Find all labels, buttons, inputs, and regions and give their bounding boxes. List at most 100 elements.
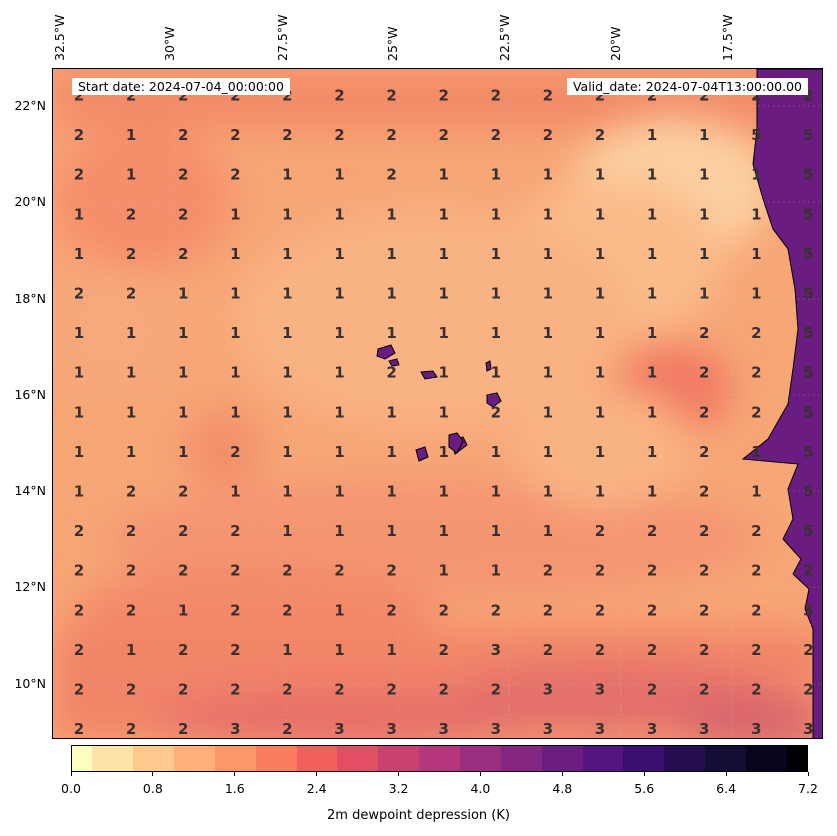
grid-value: 1 — [543, 324, 553, 342]
grid-value: 2 — [803, 87, 813, 105]
colorbar-cell — [357, 746, 379, 771]
lat-label-14n: 14°N — [14, 483, 46, 498]
grid-value: 3 — [230, 720, 240, 738]
grid-value: 1 — [438, 364, 448, 382]
grid-value: 1 — [491, 324, 501, 342]
grid-value: 3 — [595, 681, 605, 699]
colorbar-tick-label: 1.6 — [224, 781, 245, 796]
grid-value: 1 — [647, 483, 657, 501]
grid-value: 1 — [74, 443, 84, 461]
colorbar-cell — [72, 746, 93, 771]
grid-value: 1 — [230, 403, 240, 421]
grid-value: 2 — [126, 522, 136, 540]
colorbar-label: 2m dewpoint depression (K) — [327, 808, 510, 823]
grid-value: 2 — [386, 601, 396, 619]
grid-value: 2 — [126, 681, 136, 699]
grid-value: 2 — [74, 562, 84, 580]
grid-value: 2 — [751, 601, 761, 619]
grid-value: 2 — [126, 562, 136, 580]
colorbar-cell — [378, 746, 399, 771]
grid-value: 1 — [751, 443, 761, 461]
island-santiago — [448, 432, 464, 454]
grid-value: 1 — [282, 443, 292, 461]
grid-value: 2 — [126, 205, 136, 223]
grid-value: 3 — [438, 720, 448, 738]
grid-value: 3 — [595, 720, 605, 738]
grid-value: 1 — [126, 324, 136, 342]
colorbar-cell — [398, 746, 420, 771]
colorbar-tick — [807, 772, 809, 776]
grid-value: 2 — [386, 364, 396, 382]
grid-value: 1 — [647, 285, 657, 303]
grid-value: 2 — [751, 681, 761, 699]
grid-value: 1 — [438, 522, 448, 540]
africa-coast-land — [741, 69, 822, 738]
colorbar-cell — [664, 746, 685, 771]
grid-value: 1 — [334, 601, 344, 619]
colorbar-cell — [235, 746, 256, 771]
colorbar-cell — [133, 746, 154, 771]
grid-value: 1 — [543, 205, 553, 223]
colorbar-cell — [112, 746, 134, 771]
grid-value: 1 — [595, 324, 605, 342]
grid-value: 5 — [803, 364, 813, 382]
colorbar-cell — [419, 746, 440, 771]
lon-label-22-5w: 22.5°W — [497, 14, 512, 61]
grid-value: 1 — [543, 443, 553, 461]
grid-value: 1 — [386, 403, 396, 421]
grid-value: 1 — [282, 483, 292, 501]
island-santo-antao — [376, 344, 396, 360]
grid-value: 1 — [178, 324, 188, 342]
grid-value: 2 — [282, 720, 292, 738]
grid-value: 1 — [491, 205, 501, 223]
valid-date-label: Valid_date: 2024-07-04T13:00:00.00 — [566, 78, 808, 95]
grid-value: 2 — [74, 681, 84, 699]
grid-value: 1 — [282, 324, 292, 342]
grid-value: 2 — [751, 87, 761, 105]
grid-value: 1 — [595, 364, 605, 382]
colorbar-cell — [194, 746, 215, 771]
grid-value: 1 — [491, 522, 501, 540]
grid-value: 1 — [74, 403, 84, 421]
grid-value: 1 — [126, 364, 136, 382]
grid-value: 1 — [74, 245, 84, 263]
grid-value: 5 — [803, 522, 813, 540]
grid-value: 2 — [230, 681, 240, 699]
grid-value: 2 — [178, 681, 188, 699]
grid-value: 2 — [126, 285, 136, 303]
grid-value: 3 — [491, 641, 501, 659]
grid-value: 1 — [334, 641, 344, 659]
grid-value: 2 — [647, 641, 657, 659]
grid-value: 2 — [386, 681, 396, 699]
colorbar-tick — [398, 772, 400, 776]
grid-value: 2 — [595, 522, 605, 540]
grid-value: 1 — [438, 245, 448, 263]
grid-value: 2 — [334, 681, 344, 699]
grid-value: 1 — [74, 324, 84, 342]
lon-label-30w: 30°W — [162, 26, 177, 61]
lon-label-17-5w: 17.5°W — [720, 14, 735, 61]
grid-value: 1 — [647, 403, 657, 421]
grid-value: 1 — [438, 562, 448, 580]
colorbar-tick-label: 0.0 — [61, 781, 81, 796]
grid-value: 3 — [647, 720, 657, 738]
grid-value: 1 — [178, 364, 188, 382]
grid-value: 1 — [438, 324, 448, 342]
grid-value: 1 — [595, 403, 605, 421]
grid-value: 1 — [282, 245, 292, 263]
colorbar-cell — [745, 746, 767, 771]
grid-value: 5 — [803, 205, 813, 223]
grid-value: 2 — [178, 166, 188, 184]
grid-value: 2 — [438, 681, 448, 699]
grid-value: 1 — [282, 166, 292, 184]
colorbar-tick-label: 7.2 — [798, 781, 818, 796]
grid-value: 5 — [803, 324, 813, 342]
grid-value: 3 — [803, 601, 813, 619]
grid-value: 1 — [282, 403, 292, 421]
grid-value: 1 — [386, 522, 396, 540]
colorbar-cell — [276, 746, 297, 771]
island-boa-vista — [486, 392, 502, 408]
grid-value: 1 — [386, 443, 396, 461]
grid-value: 2 — [74, 641, 84, 659]
grid-value: 2 — [543, 562, 553, 580]
